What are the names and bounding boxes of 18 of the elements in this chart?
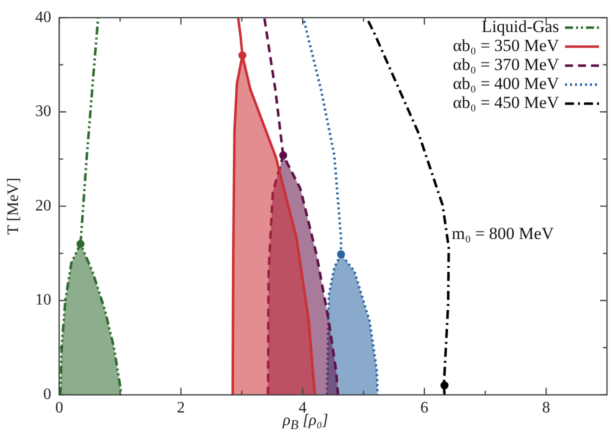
y-axis-title: T [MeV] — [4, 178, 22, 235]
x-axis-title: ρ$_{B}$ [ρ₀] — [282, 412, 328, 432]
x-tick-label: 6 — [420, 400, 428, 417]
x-tick-label: 8 — [542, 400, 550, 417]
y-tick-label: 0 — [43, 386, 52, 404]
legend-label: Liquid-Gas — [482, 17, 559, 36]
y-tick-label: 20 — [35, 197, 52, 214]
x-tick-label: 2 — [176, 400, 185, 417]
y-tick-label: 40 — [35, 8, 52, 26]
y-tick-label: 30 — [35, 103, 52, 120]
legend-label: αb₀ = 450 MeV — [452, 93, 560, 112]
annotation: m₀ = 800 MeV — [452, 224, 554, 243]
legend-label: αb₀ = 350 MeV — [452, 36, 560, 56]
legend-label: αb₀ = 400 MeV — [452, 74, 560, 94]
y-tick-label: 10 — [35, 292, 52, 309]
line-series — [365, 18, 450, 395]
legend-label: αb₀ = 370 MeV — [452, 55, 560, 74]
x-tick-label: 0 — [55, 400, 64, 417]
